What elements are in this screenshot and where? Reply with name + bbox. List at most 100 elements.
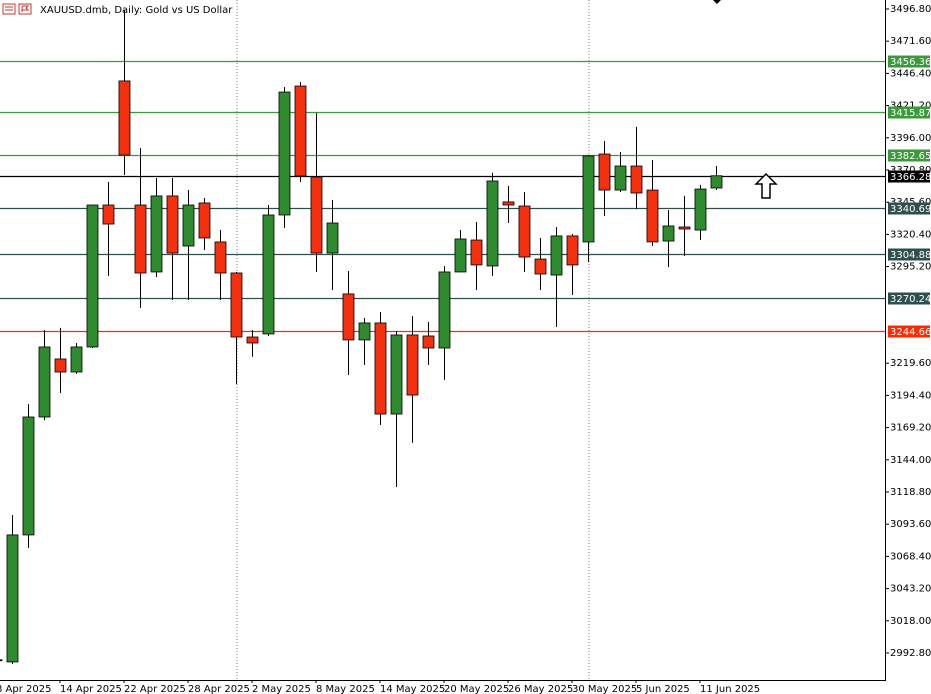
candle-body (22, 416, 35, 536)
candle-body (102, 204, 115, 225)
candle-body (38, 346, 51, 418)
level-label-box (888, 106, 930, 119)
candle-body (678, 226, 691, 230)
candle-body (198, 202, 211, 239)
symbol-icon (2, 3, 32, 15)
candle-body (646, 189, 659, 243)
candle-body (310, 176, 323, 254)
y-tick-label: 3295.20 (890, 262, 931, 273)
candle-body (214, 241, 227, 274)
level-label-box (888, 149, 930, 162)
level-label: 3415.87 (890, 108, 931, 119)
level-label: 3456.36 (890, 57, 931, 68)
level-label: 3304.88 (890, 250, 931, 261)
x-tick-label: 11 Jun 2025 (700, 684, 760, 694)
level-label: 3382.65 (890, 151, 931, 162)
candle-body (278, 91, 291, 216)
y-tick-label: 3370.80 (890, 165, 931, 176)
candle-body (342, 293, 355, 341)
candle-body (6, 534, 19, 663)
candle-body (390, 334, 403, 415)
x-tick-label: 22 Apr 2025 (124, 684, 186, 694)
y-tick-label: 3018.00 (890, 616, 931, 627)
level-label: 3244.66 (890, 327, 931, 338)
y-tick-label: 3446.40 (890, 68, 931, 79)
candle-body (262, 214, 275, 335)
x-tick-label: 2 May 2025 (252, 684, 311, 694)
y-tick-label: 3219.60 (890, 358, 931, 369)
y-tick-label: 3471.60 (890, 36, 931, 47)
level-label: 3366.28 (890, 172, 931, 183)
candle-body (246, 336, 259, 344)
candle-body (294, 85, 307, 177)
level-label-box (888, 55, 930, 68)
level-label-box (888, 325, 930, 338)
candle-body (86, 204, 99, 348)
level-label: 3270.24 (890, 294, 931, 305)
x-tick-label: 14 May 2025 (380, 684, 445, 694)
candle-body (54, 358, 67, 373)
level-label: 3340.69 (890, 204, 931, 215)
x-tick-label: 8 Apr 2025 (0, 684, 51, 694)
candle-body (118, 80, 131, 156)
level-label-box (888, 202, 930, 215)
y-tick-label: 2992.80 (890, 648, 931, 659)
candle-body (374, 322, 387, 415)
candle-body (70, 346, 83, 373)
candle-body (438, 271, 451, 349)
candle-body (182, 204, 195, 247)
candle-body (566, 235, 579, 266)
y-tick-label: 3421.20 (890, 101, 931, 112)
y-tick-label: 3144.00 (890, 455, 931, 466)
x-tick-label: 20 May 2025 (444, 684, 509, 694)
candle-body (0, 659, 3, 662)
y-tick-label: 3396.00 (890, 133, 931, 144)
candle-body (630, 165, 643, 194)
marker (713, 0, 721, 4)
y-tick-label: 3093.60 (890, 519, 931, 530)
candle-body (326, 222, 339, 254)
candle-body (230, 272, 243, 338)
y-tick-label: 3118.80 (890, 487, 931, 498)
candle-body (518, 205, 531, 258)
y-tick-label: 3169.20 (890, 423, 931, 434)
icon-box (2, 3, 16, 15)
y-tick-label: 3043.20 (890, 584, 931, 595)
x-tick-label: 8 May 2025 (316, 684, 375, 694)
candle-body (694, 188, 707, 231)
candle-body (710, 175, 723, 189)
plot-area (0, 10, 886, 664)
x-tick-label: 5 Jun 2025 (636, 684, 690, 694)
chart-title: XAUUSD.dmb, Daily: Gold vs US Dollar (40, 5, 233, 16)
arrow-up-signal (754, 172, 778, 199)
candle-body (166, 195, 179, 254)
x-tick-label: 28 Apr 2025 (188, 684, 250, 694)
candle-body (150, 195, 163, 273)
y-tick-label: 3496.80 (890, 4, 931, 15)
candle-body (614, 165, 627, 191)
candle-body (662, 225, 675, 242)
level-label-box (888, 170, 930, 183)
y-tick-label: 3320.40 (890, 229, 931, 240)
candle-body (534, 258, 547, 275)
candle-body (470, 239, 483, 266)
candle-body (358, 322, 371, 341)
icon-box (18, 3, 32, 15)
candle-body (422, 335, 435, 349)
candle-body (550, 235, 563, 276)
candle-body (134, 204, 147, 274)
candle-body (598, 153, 611, 191)
y-tick-label: 3068.40 (890, 551, 931, 562)
x-tick-label: 26 May 2025 (508, 684, 573, 694)
candle-body (406, 334, 419, 396)
candle-body (454, 238, 467, 273)
candle-body (502, 201, 515, 206)
y-tick-label: 3194.40 (890, 390, 931, 401)
level-label-box (888, 248, 930, 261)
x-tick-label: 30 May 2025 (572, 684, 637, 694)
level-label-box (888, 292, 930, 305)
x-tick-label: 14 Apr 2025 (60, 684, 122, 694)
